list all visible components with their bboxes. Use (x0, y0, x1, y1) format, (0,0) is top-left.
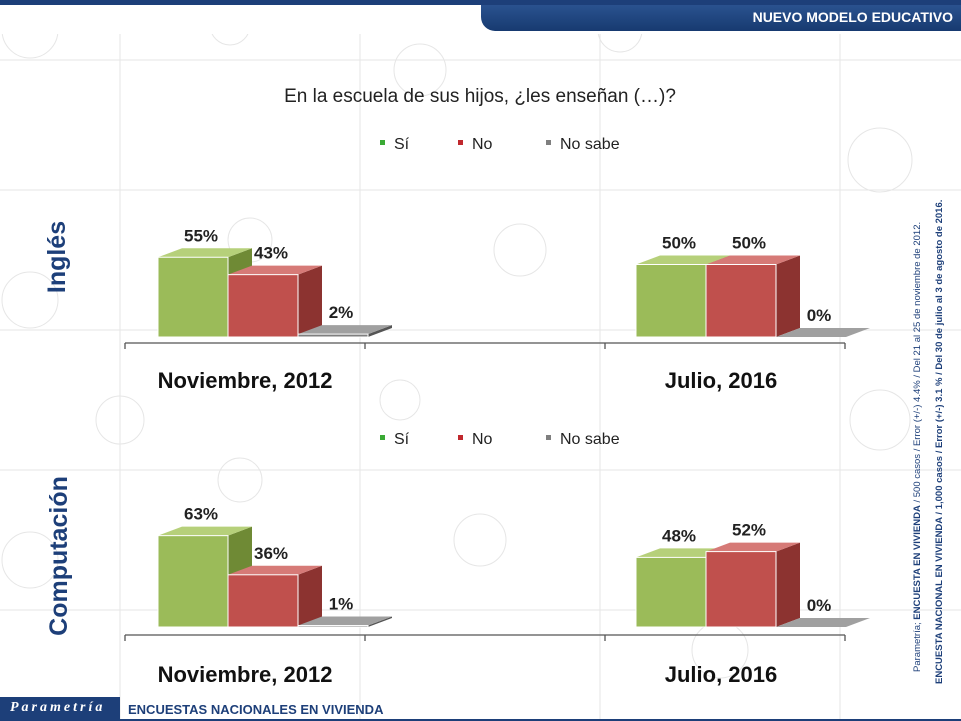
chart-ingles: 55% 43% 2% Noviembre, 2012 50% 50% 0% Julio, 20… (124, 226, 870, 393)
bar-top (776, 328, 870, 337)
legend-item-si: Sí (380, 136, 409, 154)
bar-side (776, 255, 800, 337)
data-label: 50% (662, 234, 696, 253)
legend-item-no: No (458, 136, 492, 154)
bar (635, 264, 707, 338)
legend-label-no-sabe: No sabe (560, 136, 620, 153)
header-bar: NUEVO MODELO EDUCATIVO (0, 0, 961, 34)
data-label: 1% (329, 595, 354, 614)
bar (297, 333, 369, 338)
source-note-prefix: Parametría; (912, 619, 923, 672)
data-label: 43% (254, 244, 288, 263)
legend-item-no-sabe: No sabe (546, 431, 620, 449)
bar (705, 264, 777, 338)
legend-label-no: No (472, 136, 493, 153)
legend-swatch-no (458, 140, 463, 146)
legend-item-no: No (458, 431, 492, 449)
bar (227, 274, 299, 338)
source-note-details: / 500 casos / Error (+/-) 4.4% / Del 21 … (912, 221, 923, 506)
header-badge: NUEVO MODELO EDUCATIVO (752, 9, 953, 25)
bar-top (158, 526, 252, 536)
bar-top (228, 265, 322, 275)
legend-label-no-sabe: No sabe (560, 431, 620, 448)
legend-label-no: No (472, 431, 493, 448)
bar-side (776, 542, 800, 627)
category-label: Noviembre, 2012 (158, 662, 333, 687)
data-label: 55% (184, 226, 218, 245)
bar-top (776, 618, 870, 627)
legend-swatch-si (380, 435, 385, 441)
header-stripe (0, 0, 961, 5)
bar-top (298, 325, 392, 335)
bar (297, 625, 369, 628)
bar-top (158, 248, 252, 258)
data-label: 36% (254, 544, 288, 563)
bar (157, 535, 229, 628)
source-note-2016: ENCUESTA NACIONAL EN VIVIENDA / 1,000 ca… (934, 199, 945, 684)
bar-top (636, 255, 730, 265)
data-label: 63% (184, 505, 218, 524)
legend-item-si: Sí (380, 431, 409, 449)
footer-logo-text: Parametría (10, 700, 106, 715)
source-note-2012: Parametría; ENCUESTA EN VIVIENDA / 500 c… (912, 222, 923, 672)
category-label: Julio, 2016 (665, 662, 778, 687)
legend-label-si: Sí (394, 431, 410, 448)
bar-top (706, 542, 800, 552)
footer-logo: Parametría (0, 697, 120, 721)
bar-top (228, 565, 322, 575)
category-label: Julio, 2016 (665, 368, 778, 393)
bar-top (706, 255, 800, 265)
source-note-survey: ENCUESTA EN VIVIENDA (912, 505, 923, 620)
question-title: En la escuela de sus hijos, ¿les enseñan… (284, 86, 676, 107)
bar (635, 556, 707, 628)
header-tab: NUEVO MODELO EDUCATIVO (481, 5, 961, 31)
legend-swatch-no-sabe (546, 140, 551, 146)
chart-computacion: 63% 36% 1% Noviembre, 2012 48% 52% 0% Julio, 20… (124, 505, 870, 687)
data-label: 50% (732, 234, 766, 253)
legend-label-si: Sí (394, 136, 410, 153)
legend-computacion: Sí No No sabe (380, 431, 660, 453)
data-label: 0% (807, 306, 832, 325)
legend-swatch-si (380, 140, 385, 146)
data-label: 52% (732, 521, 766, 540)
bar-side (298, 265, 322, 337)
bar (705, 551, 777, 628)
data-label: 0% (807, 596, 832, 615)
bar (227, 574, 299, 628)
footer-title: ENCUESTAS NACIONALES EN VIVIENDA (128, 702, 384, 717)
legend-ingles: Sí No No sabe (380, 136, 660, 158)
bar-top (298, 616, 392, 626)
legend-item-no-sabe: No sabe (546, 136, 620, 154)
data-label: 48% (662, 526, 696, 545)
bar-side (368, 616, 392, 627)
bar-side (368, 325, 392, 337)
data-label: 2% (329, 303, 354, 322)
footer-line (0, 719, 961, 721)
bar-side (298, 565, 322, 627)
category-label: Noviembre, 2012 (158, 368, 333, 393)
legend-swatch-no-sabe (546, 435, 551, 441)
bar (157, 256, 229, 338)
legend-swatch-no (458, 435, 463, 441)
